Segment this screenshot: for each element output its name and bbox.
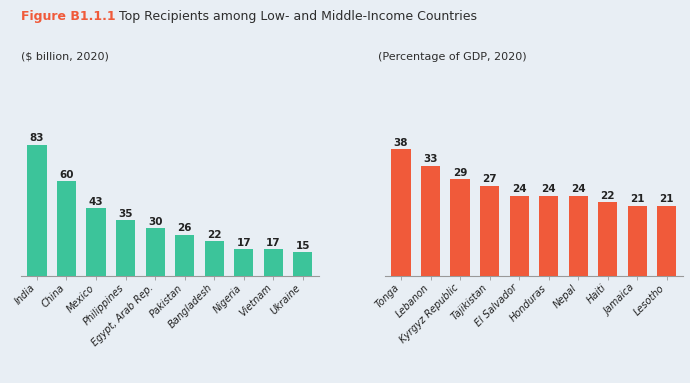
Text: 21: 21	[660, 194, 674, 204]
Bar	[116, 221, 135, 276]
Text: 27: 27	[482, 174, 497, 184]
Text: 22: 22	[600, 191, 615, 201]
Bar	[234, 249, 253, 276]
Text: 29: 29	[453, 167, 467, 177]
Bar	[628, 206, 647, 276]
Text: 15: 15	[295, 241, 310, 251]
Bar	[205, 241, 224, 276]
Bar	[293, 252, 313, 276]
Text: 17: 17	[266, 237, 281, 248]
Text: 83: 83	[30, 133, 44, 143]
Bar	[146, 228, 165, 276]
Text: 22: 22	[207, 230, 221, 240]
Text: 30: 30	[148, 217, 162, 227]
Bar	[391, 149, 411, 276]
Bar	[451, 179, 470, 276]
Bar	[28, 145, 46, 276]
Text: Figure B1.1.1: Figure B1.1.1	[21, 10, 115, 23]
Bar	[658, 206, 676, 276]
Text: 38: 38	[394, 137, 408, 147]
Text: Top Recipients among Low- and Middle-Income Countries: Top Recipients among Low- and Middle-Inc…	[115, 10, 477, 23]
Bar	[86, 208, 106, 276]
Bar	[421, 166, 440, 276]
Text: 21: 21	[630, 194, 644, 204]
Bar	[480, 186, 499, 276]
Bar	[509, 196, 529, 276]
Text: 17: 17	[237, 237, 251, 248]
Bar	[569, 196, 588, 276]
Bar	[598, 203, 618, 276]
Bar	[264, 249, 283, 276]
Bar	[539, 196, 558, 276]
Text: 43: 43	[89, 196, 104, 206]
Text: 24: 24	[542, 184, 556, 194]
Bar	[175, 235, 195, 276]
Text: 60: 60	[59, 170, 74, 180]
Text: (Percentage of GDP, 2020): (Percentage of GDP, 2020)	[378, 52, 526, 62]
Text: 35: 35	[118, 209, 133, 219]
Text: 33: 33	[423, 154, 437, 164]
Text: ($ billion, 2020): ($ billion, 2020)	[21, 52, 108, 62]
Text: 26: 26	[177, 223, 192, 233]
Text: 24: 24	[512, 184, 526, 194]
Text: 24: 24	[571, 184, 586, 194]
Bar	[57, 181, 76, 276]
